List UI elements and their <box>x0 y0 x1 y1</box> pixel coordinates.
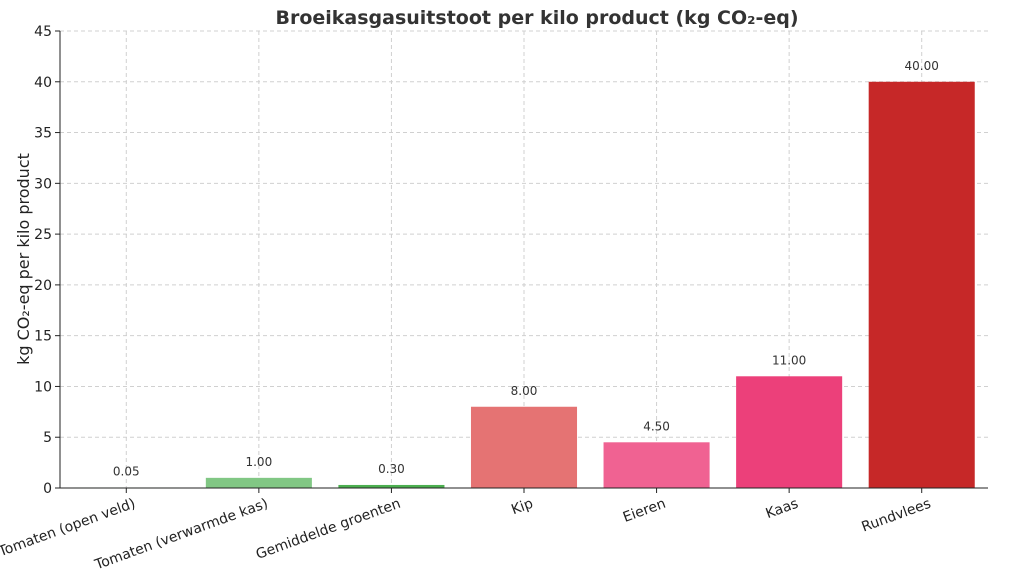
y-tick-label: 10 <box>34 379 52 395</box>
bar <box>338 484 445 488</box>
bars <box>73 81 975 489</box>
y-tick-label: 25 <box>34 227 52 243</box>
data-label: 4.50 <box>643 419 670 433</box>
y-tick-label: 15 <box>34 329 52 345</box>
data-label: 8.00 <box>511 384 538 398</box>
y-tick-label: 5 <box>43 430 52 446</box>
y-tick-label: 30 <box>34 176 52 192</box>
y-tick-labels: 0 5 10 15 20 25 30 35 40 45 <box>34 24 60 497</box>
x-tick-label: Kip <box>509 496 535 519</box>
x-tick-label: Gemiddelde groenten <box>254 496 403 563</box>
x-tick-label: Eieren <box>621 496 668 526</box>
x-tick-label: Kaas <box>764 496 801 522</box>
x-tick-label: Rundvlees <box>860 496 934 536</box>
bar <box>470 406 578 488</box>
bar <box>205 477 312 488</box>
chart-title: Broeikasgasuitstoot per kilo product (kg… <box>275 7 798 29</box>
y-tick-label: 45 <box>34 24 52 40</box>
x-tick-labels: Tomaten (open veld)Tomaten (verwarmde ka… <box>0 488 933 574</box>
bar <box>868 81 975 489</box>
data-labels: 0.05 1.00 0.30 8.00 4.50 11.00 40.00 <box>113 59 939 479</box>
y-tick-label: 40 <box>34 75 52 91</box>
y-axis-label: kg CO₂-eq per kilo product <box>14 153 33 365</box>
y-tick-label: 35 <box>34 126 52 142</box>
data-label: 1.00 <box>245 455 272 469</box>
data-label: 11.00 <box>772 353 806 367</box>
bar <box>736 376 843 488</box>
bar <box>603 442 710 488</box>
data-label: 0.30 <box>378 462 405 476</box>
y-tick-label: 0 <box>43 481 52 497</box>
y-tick-label: 20 <box>34 278 52 294</box>
data-label: 0.05 <box>113 464 140 478</box>
data-label: 40.00 <box>905 59 939 73</box>
